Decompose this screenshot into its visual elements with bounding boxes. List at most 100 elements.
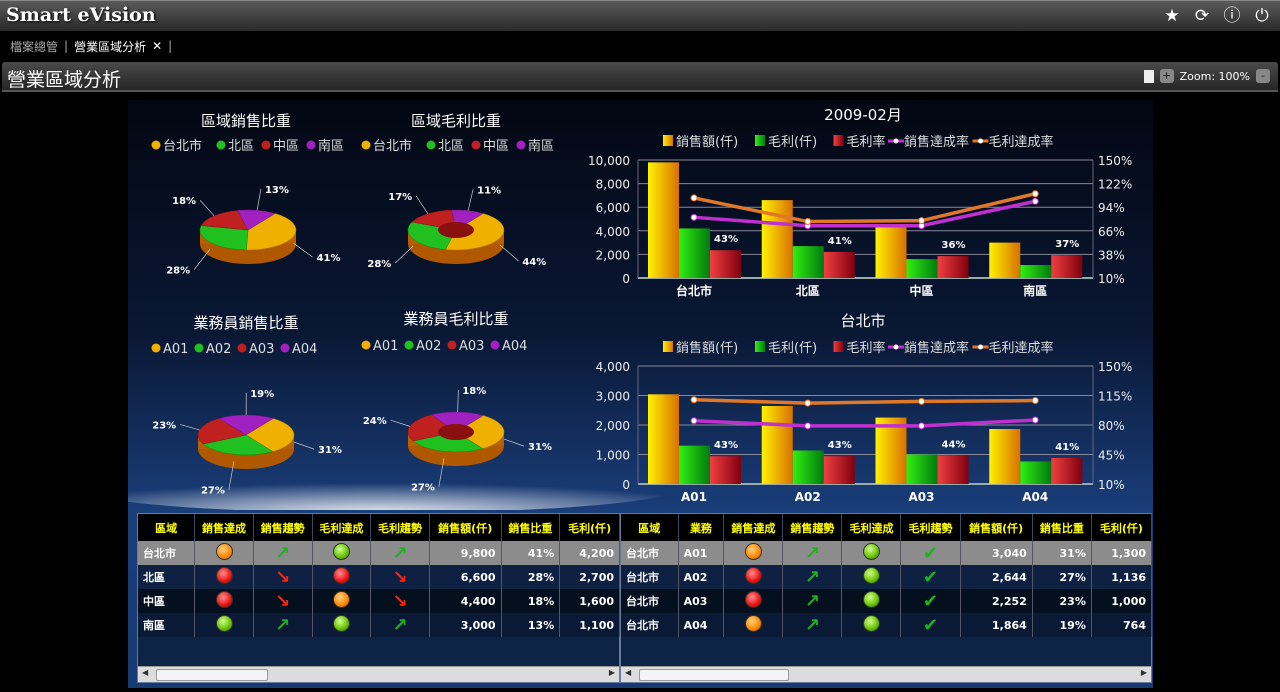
y2-tick-label: 10% [1098,478,1125,492]
table-row[interactable]: 台北市 A03 ↗ ✔ 2,252 23% 1,000 [621,589,1153,613]
bar-profit [1020,461,1052,484]
refresh-icon[interactable]: ⟳ [1194,6,1210,26]
tab-sales-region-analysis[interactable]: 營業區域分析 [74,39,147,54]
line-point [690,396,698,404]
y2-tick-label: 80% [1098,419,1125,433]
table-cell: 台北市 [621,589,679,613]
green-status-light-icon [332,615,350,632]
pie-slice [246,213,297,251]
line-point [804,218,812,226]
table-header-row: 區域 業務 銷售達成 銷售趨勢 毛利達成 毛利趨勢 銷售額(仟) 銷售比重 毛利(仟) [621,514,1153,541]
legend-marker [978,138,983,144]
table-row[interactable]: 台北市 ↗ ↗ 9,800 41% 4,200 [138,541,620,565]
horizontal-scrollbar[interactable]: ◀ ▶ [621,666,1151,682]
column-header[interactable]: 銷售額(仟) [960,514,1033,541]
column-header[interactable]: 銷售趨勢 [253,514,313,541]
zoom-out-button[interactable]: - [1256,69,1270,83]
legend-swatch [663,341,673,352]
table-row[interactable]: 台北市 A01 ↗ ✔ 3,040 31% 1,300 [621,541,1153,565]
bar-data-label: 43% [714,440,738,451]
column-header[interactable]: 毛利達成 [841,514,902,541]
close-icon[interactable]: ✕ [152,39,163,53]
document-icon[interactable] [1143,69,1154,83]
table-cell: 9,800 [429,541,502,565]
bar-margin [710,250,741,278]
orange-status-light-icon [744,543,762,560]
table-cell: 4,200 [559,541,620,565]
line-point [1031,197,1039,205]
column-header[interactable]: 銷售比重 [1032,514,1092,541]
table-cell: 台北市 [621,613,679,637]
column-header[interactable]: 銷售達成 [723,514,784,541]
legend-label: 台北市 [373,138,412,154]
table-cell: 2,700 [559,565,620,589]
column-header[interactable]: 毛利(仟) [1091,514,1153,541]
red-status-light-icon [215,591,233,608]
legend-marker [237,343,247,353]
column-header[interactable]: 銷售額(仟) [429,514,502,541]
y-tick-label: 0 [622,478,630,492]
legend-label: A01 [373,339,398,354]
y2-tick-label: 150% [1098,154,1132,168]
column-header[interactable]: 銷售比重 [501,514,561,541]
table-cell: 1,600 [559,589,620,613]
legend-marker [893,344,899,350]
x-tick-label: A03 [909,490,935,504]
tab-file-manager[interactable]: 檔案總管 [10,39,59,54]
bar-profit [906,454,938,484]
column-header[interactable]: 業務 [678,514,725,541]
y2-tick-label: 38% [1098,248,1125,262]
pie-label: 18% [462,386,486,397]
column-header[interactable]: 毛利達成 [312,514,372,541]
table-cell: 中區 [138,589,196,613]
zoom-level: Zoom: 100% [1179,69,1250,83]
table-row[interactable]: 南區 ↗ ↗ 3,000 13% 1,100 [138,613,620,637]
table-cell: 1,100 [559,613,620,637]
bar-profit [792,246,824,278]
legend-marker [516,140,526,150]
column-header[interactable]: 銷售趨勢 [782,514,843,541]
glow-decoration [78,463,678,513]
x-tick-label: 中區 [909,283,933,298]
bar-data-label: 43% [828,440,852,451]
column-header[interactable]: 毛利趨勢 [900,514,961,541]
pie-label: 23% [152,420,176,431]
table-row[interactable]: 台北市 A04 ↗ ✔ 1,864 19% 764 [621,613,1153,637]
bar-data-label: 36% [942,240,966,251]
legend-label: 北區 [228,139,254,154]
bar-sales [875,226,907,278]
column-header[interactable]: 毛利趨勢 [370,514,430,541]
y2-tick-label: 150% [1098,360,1132,374]
bar-data-label: 41% [828,236,852,247]
legend-label: 毛利率 [847,340,886,356]
table-cell: 6,600 [429,565,502,589]
pie-leader-line [228,461,235,490]
table-row[interactable]: 台北市 A02 ↗ ✔ 2,644 27% 1,136 [621,565,1153,589]
help-icon[interactable]: ⓘ [1223,6,1241,26]
table-row[interactable]: 北區 ↘ ↘ 6,600 28% 2,700 [138,565,620,589]
trend-down-icon: ↘ [275,590,291,612]
column-header[interactable]: 銷售達成 [194,514,254,541]
column-header[interactable]: 區域 [621,514,679,541]
table-cell: 2,252 [960,589,1033,613]
trend-up-icon: ↗ [275,614,291,636]
legend-label: A03 [459,339,484,354]
power-icon[interactable]: ⏻ [1255,6,1269,26]
line-sales-achievement [693,418,1036,428]
table-cell: 北區 [138,565,196,589]
zoom-in-button[interactable]: + [1159,69,1174,83]
table-row[interactable]: 中區 ↘ ↘ 4,400 18% 1,600 [138,589,620,613]
horizontal-scrollbar[interactable]: ◀ ▶ [138,666,619,682]
column-header[interactable]: 毛利(仟) [559,514,620,541]
pie-leader-line [467,189,474,211]
app-title: Smart eVision [6,4,156,26]
green-status-light-icon [862,591,880,608]
pie-slice [245,418,295,452]
star-icon[interactable]: ★ [1164,6,1180,26]
bar-data-label: 41% [1055,442,1079,453]
page-title-bar: 營業區域分析 + Zoom: 100% - [2,62,1278,92]
pie-label: 24% [363,416,387,427]
legend-label: 銷售額(仟) [676,340,738,356]
column-header[interactable]: 區域 [138,514,196,541]
